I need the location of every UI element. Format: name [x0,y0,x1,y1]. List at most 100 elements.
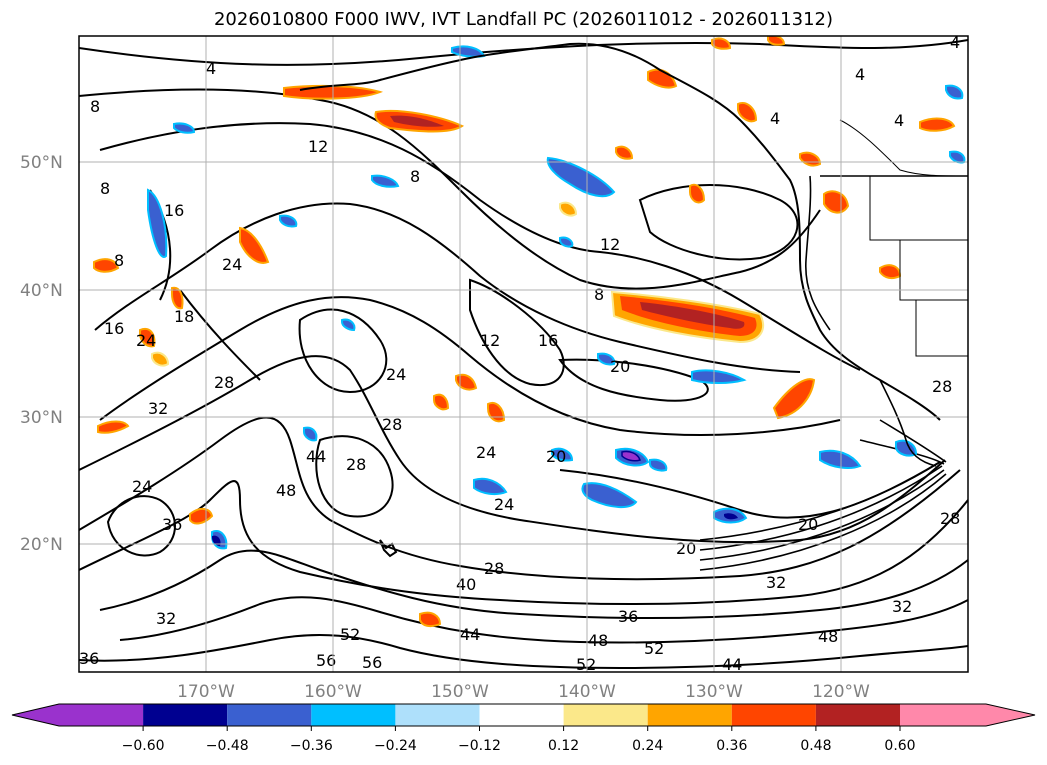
colorbar-segment [311,704,396,726]
contour-label: 16 [538,331,558,350]
map-panel [79,36,968,672]
colorbar-segment [563,704,648,726]
contour-label: 48 [818,627,838,646]
contour-label: 24 [476,443,496,462]
colorbar-tick-label: 0.48 [800,738,831,754]
contour-label: 28 [382,415,402,434]
coastline [299,42,968,558]
latitude-labels: 50°N 40°N 30°N 20°N [20,153,63,555]
colorbar-extend-low [12,704,59,726]
lon-label-170w: 170°W [177,682,235,702]
contour-label: 28 [214,373,234,392]
contour-label: 4 [894,111,904,130]
contour-label: 8 [114,251,124,270]
negative-anomaly-west [147,188,168,258]
contour-label: 36 [79,649,99,668]
baja-coast [879,379,937,467]
lon-label-140w: 140°W [558,682,616,702]
contour-label: 4 [950,33,960,52]
colorbar-segment [647,704,732,726]
contour-label: 20 [798,515,818,534]
colorbar-outline [11,703,1036,727]
colorbar-segment [59,704,144,726]
negative-anomaly-northeast [546,156,616,198]
colorbar-tick-label: −0.36 [290,738,333,754]
contour-label: 8 [410,167,420,186]
lat-label-40n: 40°N [20,281,63,301]
iwv-contour-28-a [79,416,961,581]
ivt-pc-negative [147,45,966,550]
lat-label-50n: 50°N [20,153,63,173]
colorbar: −0.60 −0.48 −0.36 −0.24 −0.12 0.12 0.24 … [11,703,1036,754]
iwv-contour-20-loop [558,358,709,402]
colorbar-tick-label: 0.36 [716,738,747,754]
iwv-contour-36-loop [106,495,176,557]
contour-label: 56 [316,651,336,670]
contour-label: 56 [362,653,382,672]
contour-label: 8 [100,179,110,198]
contour-label: 52 [340,625,360,644]
contour-label: 48 [276,481,296,500]
contour-label: 4 [855,65,865,84]
colorbar-segment [731,704,816,726]
contour-label: 44 [722,655,742,674]
contour-label: 20 [546,447,566,466]
negative-anomaly-south [581,482,638,508]
lon-label-150w: 150°W [431,682,489,702]
iwv-contour-12-loop [469,278,565,387]
contour-label: 52 [576,655,596,674]
contour-label: 44 [306,447,326,466]
positive-anomaly-coast [772,378,816,420]
contour-label: 52 [644,639,664,658]
iwv-contour-12 [99,122,861,371]
lon-label-160w: 160°W [304,682,362,702]
lat-label-30n: 30°N [20,408,63,428]
contour-label: 18 [174,307,194,326]
iwv-contour-28-loop [315,435,394,518]
contour-label: 28 [484,559,504,578]
contour-label: 16 [104,319,124,338]
contour-label: 28 [346,455,366,474]
iwv-contour-16-loop [298,308,388,394]
colorbar-tick-label: 0.60 [884,738,915,754]
iwv-contour-8 [79,88,821,290]
contour-label: 8 [90,97,100,116]
colorbar-segment [900,704,986,726]
state-borders [869,176,968,357]
contour-label: 20 [676,539,696,558]
colorbar-segment [479,704,564,726]
alaska-coast [299,42,941,421]
iwv-contour-16-a [94,202,801,373]
colorbar-tick-label: −0.12 [458,738,501,754]
longitude-labels: 170°W 160°W 150°W 140°W 130°W 120°W [177,682,870,702]
ivt-pc-positive [93,36,956,628]
contour-label: 4 [206,59,216,78]
hawaii-islands [379,539,398,558]
contour-label: 36 [162,515,182,534]
contour-label: 24 [494,495,514,514]
colorbar-segment [395,704,480,726]
contour-label: 48 [588,631,608,650]
iwv-contour-32 [79,480,968,606]
iwv-contour-8-loop [638,184,799,261]
colorbar-ticks [142,726,901,731]
contour-label: 32 [156,609,176,628]
contour-label: 8 [594,285,604,304]
iwv-contour-28-b [179,289,261,381]
canada-us-border [839,119,968,177]
colorbar-segment [815,704,900,726]
iwv-contour-36 [99,549,968,620]
contour-label: 12 [308,137,328,156]
contour-label: 4 [770,109,780,128]
colorbar-segment [227,704,312,726]
contour-label: 44 [460,625,480,644]
contour-label: 16 [164,201,184,220]
colorbar-tick-label: −0.60 [122,738,165,754]
colorbar-tick-label: −0.48 [206,738,249,754]
contour-label: 12 [600,235,620,254]
lat-label-20n: 20°N [20,535,63,555]
colorbar-extend-high [986,704,1035,726]
colorbar-tick-label: −0.24 [374,738,417,754]
contour-label: 20 [610,357,630,376]
map-title: 2026010800 F000 IWV, IVT Landfall PC (20… [213,9,834,30]
